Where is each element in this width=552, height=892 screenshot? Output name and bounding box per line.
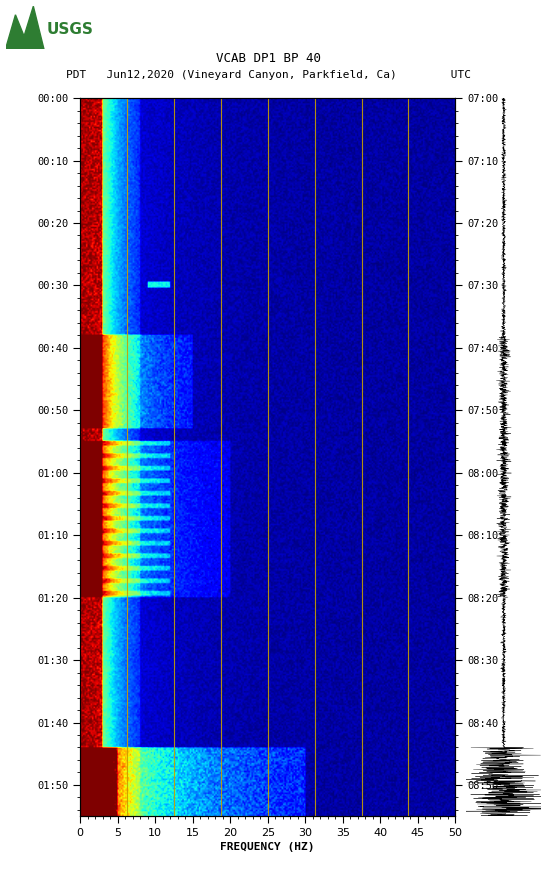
- Text: PDT   Jun12,2020 (Vineyard Canyon, Parkfield, Ca)        UTC: PDT Jun12,2020 (Vineyard Canyon, Parkfie…: [66, 70, 471, 80]
- Text: USGS: USGS: [46, 22, 93, 37]
- X-axis label: FREQUENCY (HZ): FREQUENCY (HZ): [220, 842, 315, 852]
- Polygon shape: [6, 6, 44, 49]
- Text: VCAB DP1 BP 40: VCAB DP1 BP 40: [216, 53, 321, 65]
